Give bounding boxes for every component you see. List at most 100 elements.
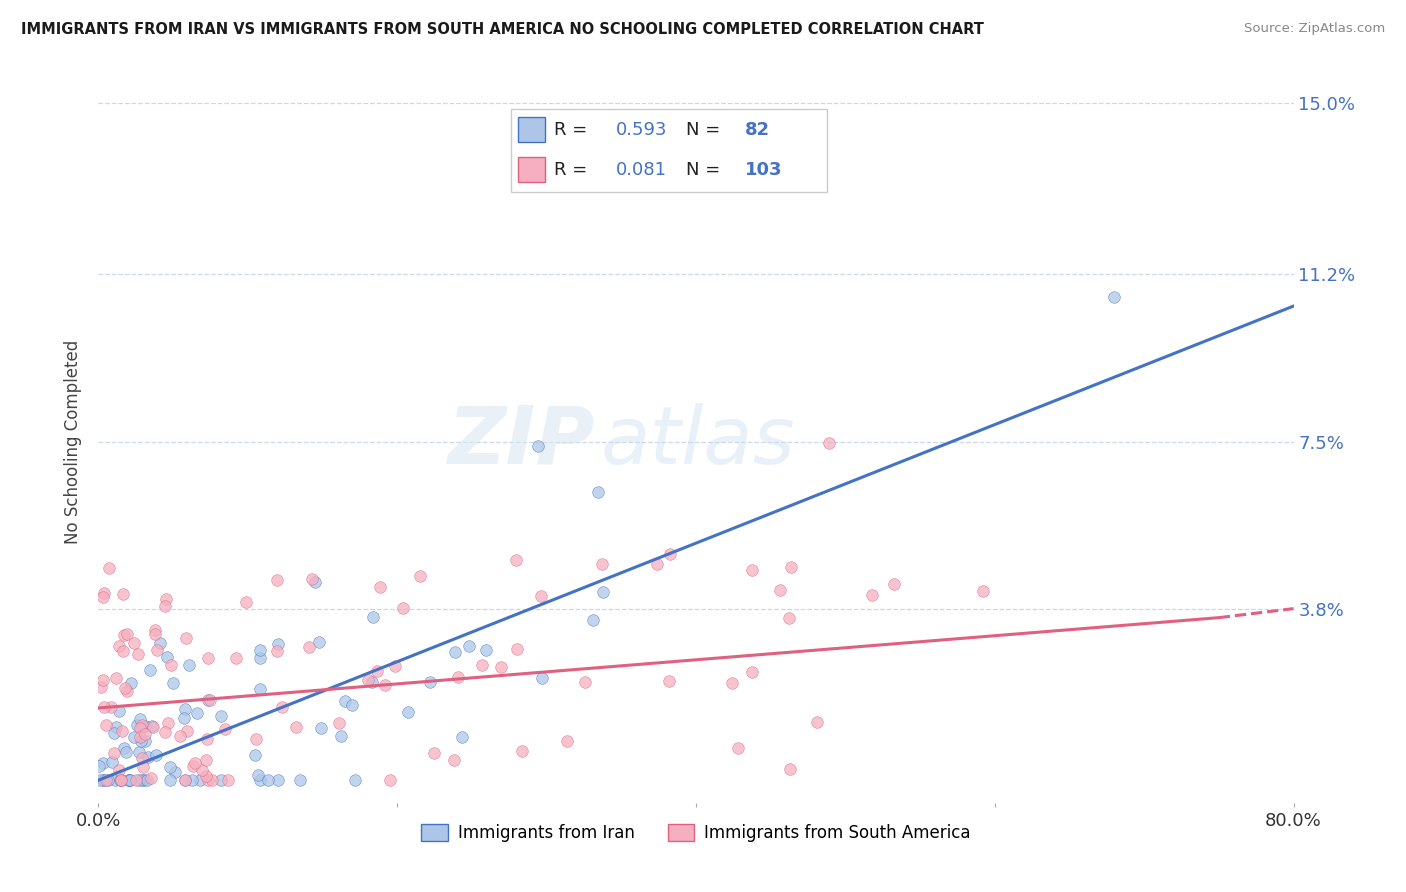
Point [134, 734, 156, 748]
Point [266, 574, 288, 588]
Point [342, 698, 364, 713]
Point [311, 721, 333, 735]
Point [361, 610, 384, 624]
Point [360, 675, 382, 690]
Point [194, 753, 217, 767]
Point [89, 759, 111, 773]
Text: 82: 82 [745, 121, 770, 139]
Point [186, 706, 208, 720]
Point [378, 773, 401, 788]
Point [149, 636, 172, 650]
Point [475, 642, 498, 657]
Point [741, 563, 763, 577]
Point [93, 699, 115, 714]
Y-axis label: No Schooling Completed: No Schooling Completed [65, 340, 83, 543]
Text: R =: R = [554, 161, 593, 178]
Point [103, 726, 125, 740]
Point [107, 764, 129, 778]
Text: N =: N = [686, 161, 725, 178]
Point [181, 758, 204, 772]
Point [118, 773, 141, 788]
Point [510, 744, 533, 758]
Point [458, 639, 481, 653]
Point [93, 756, 115, 771]
Point [883, 577, 905, 591]
Point [298, 640, 321, 655]
Text: R =: R = [554, 121, 593, 139]
Point [246, 767, 269, 781]
Point [505, 553, 527, 567]
Point [328, 716, 350, 731]
Point [91, 673, 114, 687]
Point [197, 651, 219, 665]
Point [93, 590, 115, 604]
Point [245, 731, 267, 746]
Point [769, 583, 792, 598]
Point [142, 720, 165, 734]
Point [108, 773, 131, 788]
Point [134, 719, 156, 733]
Point [101, 755, 124, 769]
Point [779, 762, 801, 776]
Point [135, 773, 157, 788]
Point [249, 773, 271, 788]
Point [115, 627, 138, 641]
Point [235, 595, 257, 609]
Point [111, 644, 134, 658]
Point [209, 708, 232, 723]
Point [195, 732, 218, 747]
Point [107, 639, 129, 653]
Point [249, 651, 271, 665]
Point [658, 547, 681, 561]
Point [114, 681, 136, 696]
Point [197, 693, 219, 707]
Point [179, 657, 201, 672]
Point [173, 773, 195, 788]
Point [197, 773, 219, 788]
Point [356, 673, 378, 687]
Point [506, 641, 529, 656]
Point [111, 586, 134, 600]
Point [271, 699, 294, 714]
Point [972, 584, 994, 599]
Point [131, 751, 153, 765]
Point [200, 773, 222, 788]
Point [129, 734, 152, 748]
Point [145, 748, 167, 763]
Point [443, 753, 465, 767]
Point [93, 773, 115, 788]
Point [114, 628, 136, 642]
Point [110, 773, 132, 788]
Point [156, 716, 179, 731]
Point [392, 601, 415, 615]
Point [451, 731, 474, 745]
Point [111, 724, 134, 739]
Point [134, 727, 156, 741]
Point [128, 722, 150, 736]
Point [155, 724, 177, 739]
Point [143, 623, 166, 637]
Point [127, 718, 149, 732]
Point [136, 749, 159, 764]
Point [288, 773, 311, 788]
Point [176, 723, 198, 738]
Point [146, 643, 169, 657]
Point [267, 636, 290, 650]
Point [118, 773, 141, 788]
Point [266, 644, 288, 658]
Point [174, 773, 197, 788]
Point [329, 729, 352, 743]
Point [555, 733, 578, 747]
Point [818, 435, 841, 450]
Point [419, 674, 441, 689]
Point [141, 719, 163, 733]
Point [778, 611, 800, 625]
Point [132, 773, 155, 788]
Point [806, 714, 828, 729]
Point [422, 746, 444, 760]
Point [132, 760, 155, 774]
Point [191, 763, 214, 777]
Point [527, 439, 550, 453]
Point [591, 558, 613, 572]
Point [94, 717, 117, 731]
